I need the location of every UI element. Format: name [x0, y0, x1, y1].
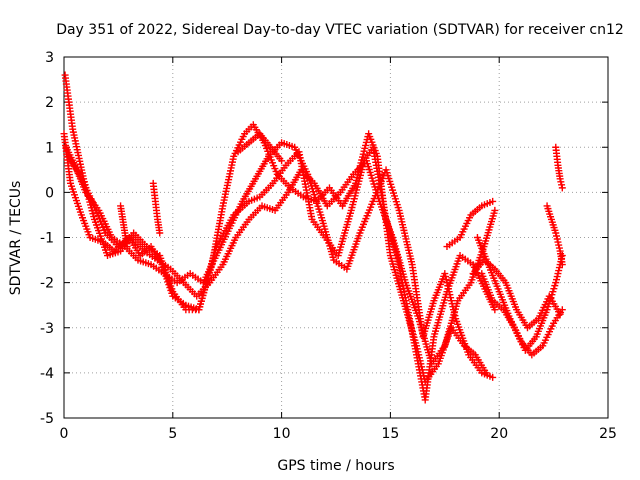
data-point: [491, 206, 499, 214]
data-point: [558, 261, 566, 269]
y-tick-label: 0: [45, 185, 54, 201]
y-tick-label: -3: [40, 321, 54, 337]
series-track-13: [149, 179, 164, 237]
x-tick-label: 20: [490, 426, 508, 442]
data-point: [489, 197, 497, 205]
x-tick-label: 25: [599, 426, 617, 442]
series-track-3: [62, 139, 497, 381]
y-tick-label: 1: [45, 140, 54, 156]
series-track-10: [543, 202, 566, 269]
series-track-9: [443, 197, 497, 251]
data-point: [156, 229, 164, 237]
series-track-11: [552, 143, 566, 192]
y-tick-label: 3: [45, 50, 54, 66]
data-point: [556, 310, 564, 318]
data-point: [278, 157, 286, 165]
series-track-4: [64, 152, 499, 368]
y-tick-labels: 3 2 1 0 -1 -2 -3 -4 -5: [40, 50, 54, 427]
chart-title: Day 351 of 2022, Sidereal Day-to-day VTE…: [56, 22, 624, 38]
y-tick-label: 2: [45, 95, 54, 111]
series-track-12: [117, 202, 131, 251]
x-tick-label: 0: [60, 426, 69, 442]
y-tick-label: -1: [40, 231, 54, 247]
series-track-8: [234, 130, 286, 165]
y-tick-label: -5: [40, 411, 54, 427]
x-tick-label: 5: [168, 426, 177, 442]
y-tick-label: -4: [40, 366, 54, 382]
y-tick-label: -2: [40, 276, 54, 292]
data-marks: [60, 71, 566, 404]
x-tick-label: 15: [381, 426, 399, 442]
data-point: [491, 306, 499, 314]
grid: [64, 57, 608, 418]
series-track-7: [469, 256, 564, 332]
data-point: [558, 184, 566, 192]
y-axis-label: SDTVAR / TECUs: [8, 181, 24, 296]
x-axis-label: GPS time / hours: [277, 458, 394, 474]
x-tick-labels: 0 5 10 15 20 25: [60, 426, 617, 442]
x-tick-label: 10: [273, 426, 291, 442]
data-point: [123, 243, 131, 251]
data-point: [489, 373, 497, 381]
